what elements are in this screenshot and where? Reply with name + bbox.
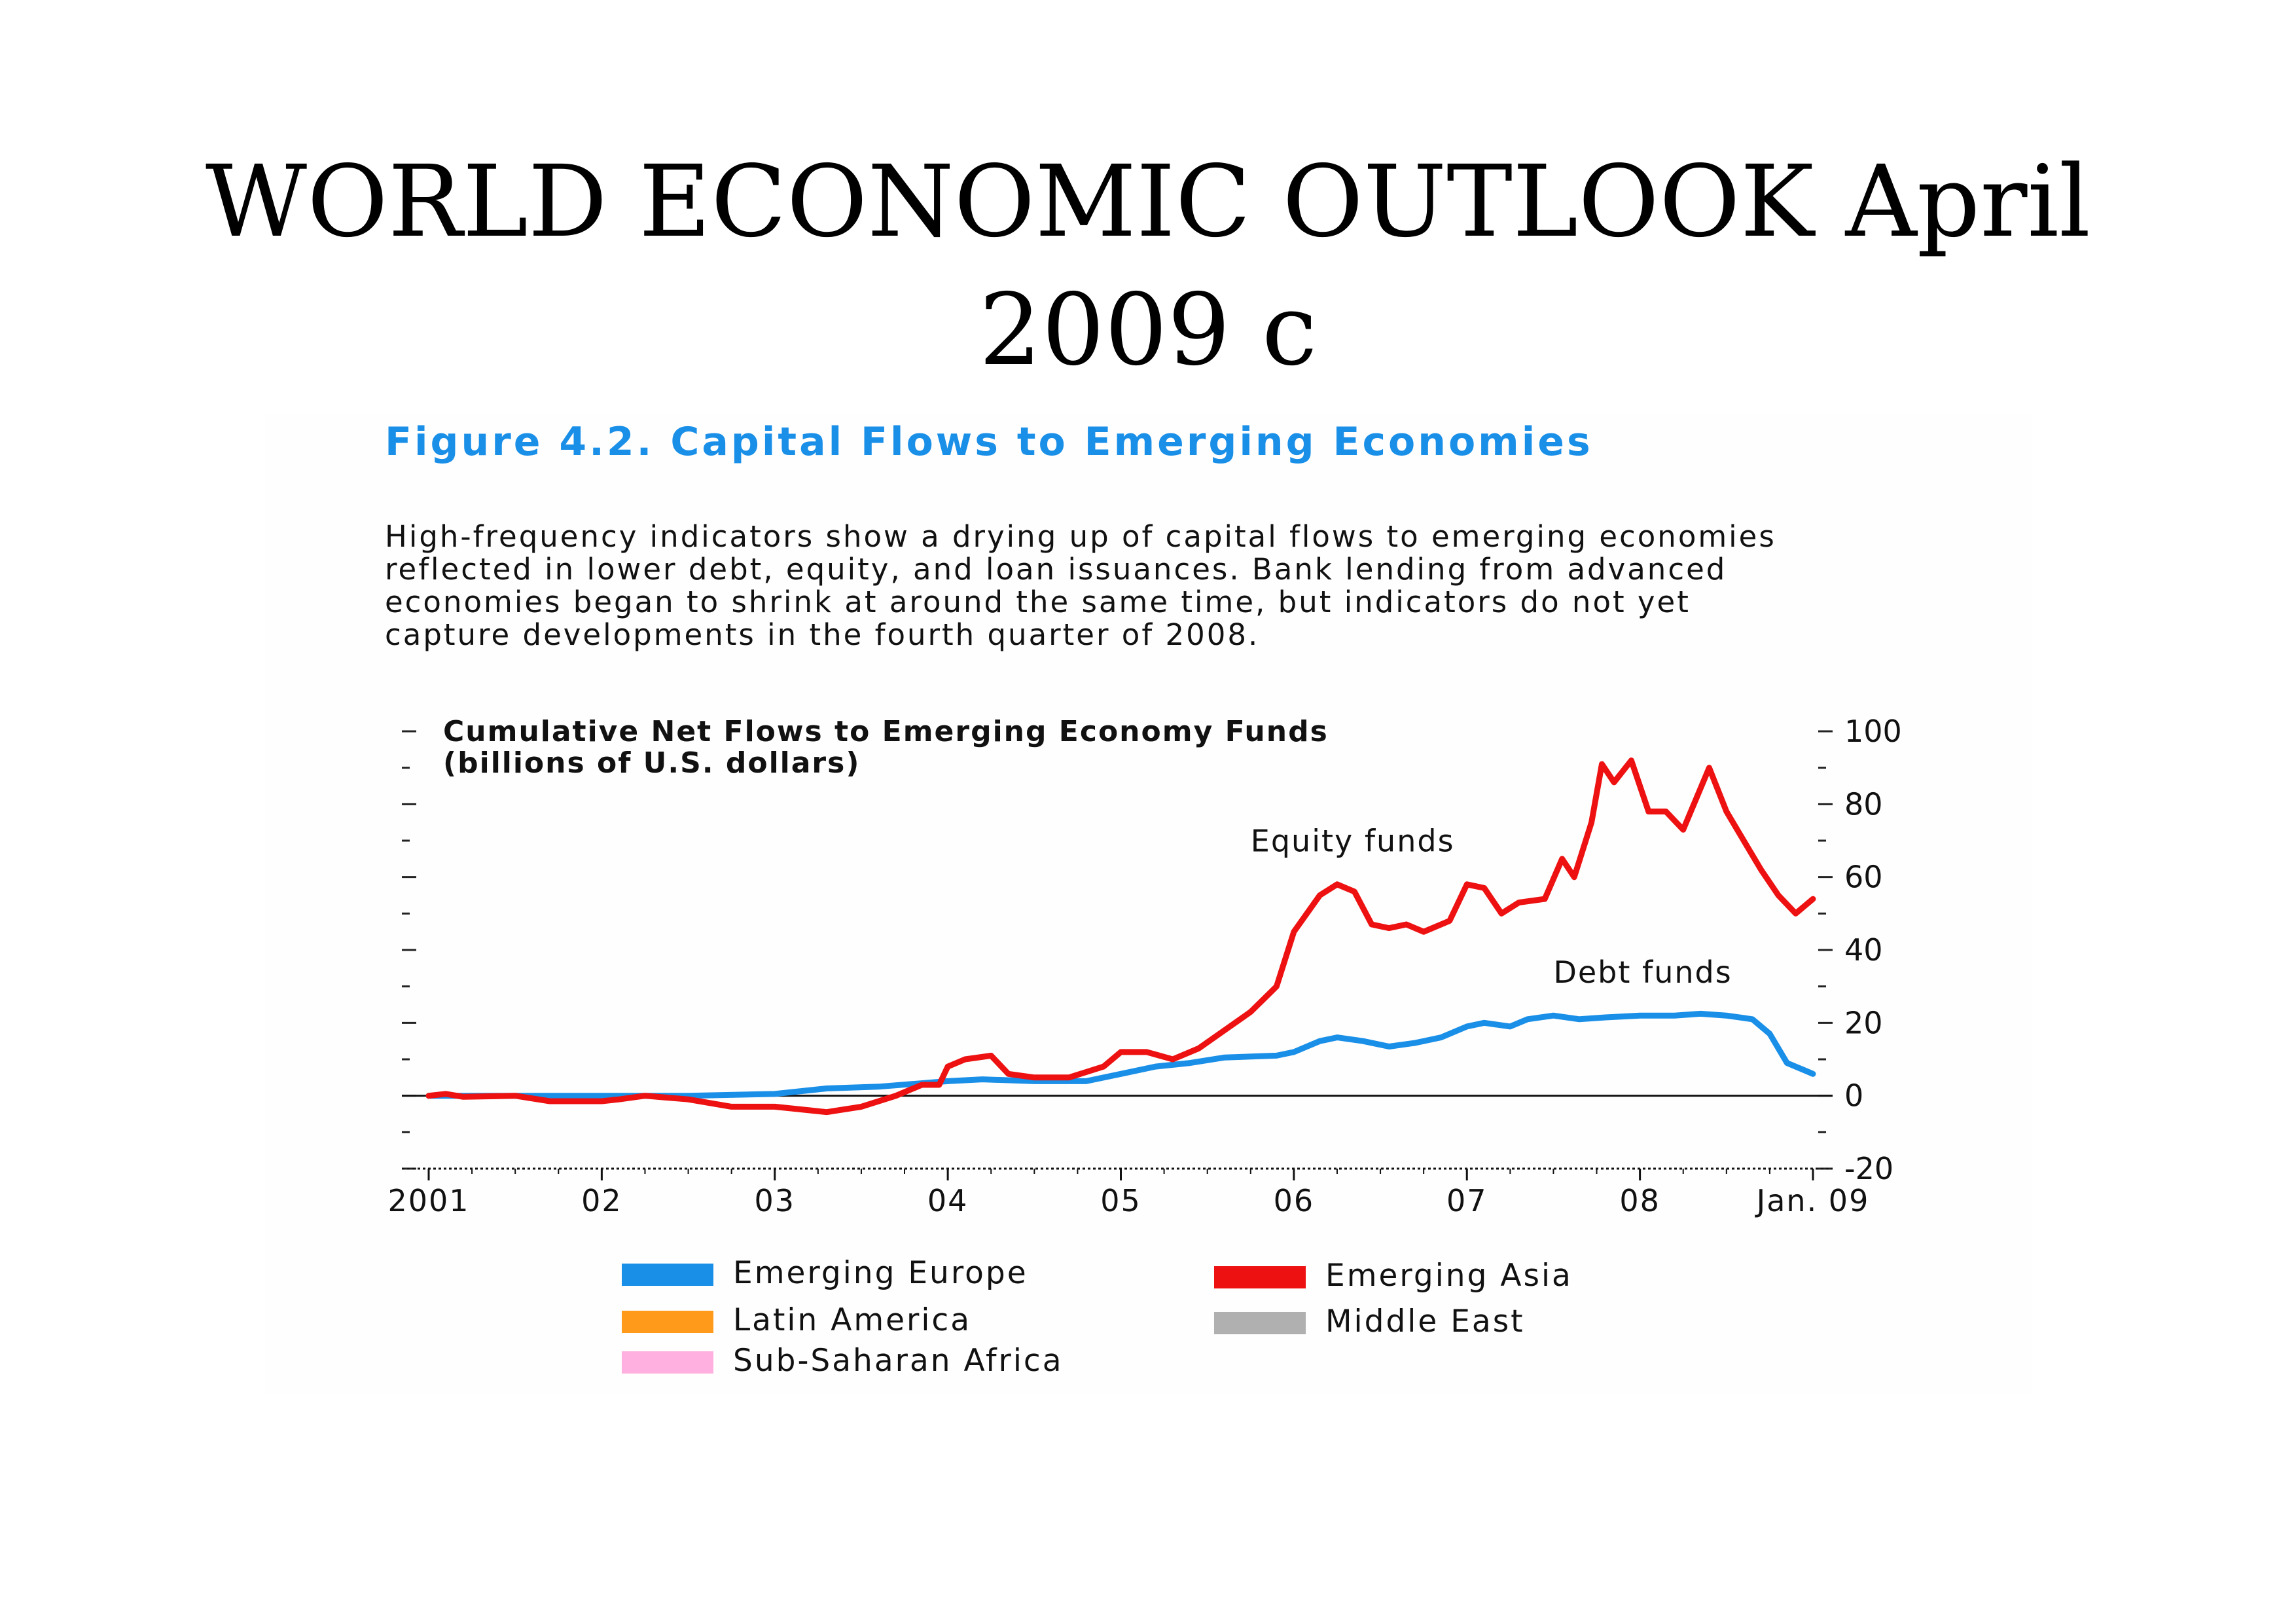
legend-swatch-latin-america [622,1311,713,1333]
y-tick-label: 60 [1844,860,1883,895]
figure-caption: High-frequency indicators show a drying … [385,520,1956,651]
caption-line-2: reflected in lower debt, equity, and loa… [385,552,1727,587]
x-tick-label: 06 [1274,1183,1315,1218]
x-tick-label: 08 [1619,1183,1660,1218]
legend-label-middle-east: Middle East [1325,1304,1525,1340]
legend-label-emerging-europe: Emerging Europe [733,1255,1028,1291]
x-tick-label: Jan. 09 [1755,1183,1870,1218]
x-tick-label: 04 [927,1183,969,1218]
x-tick-label: 02 [581,1183,622,1218]
legend-label-sub-saharan-africa: Sub-Saharan Africa [733,1343,1064,1379]
figure-title: Figure 4.2. Capital Flows to Emerging Ec… [385,419,1593,465]
legend-swatch-sub-saharan-africa [622,1351,713,1374]
x-tick-label: 2001 [387,1183,469,1218]
chart-title: Cumulative Net Flows to Emerging Economy… [443,715,1329,748]
legend-swatch-emerging-europe [622,1264,713,1286]
caption-line-3: economies began to shrink at around the … [385,585,1691,619]
x-tick-label: 07 [1446,1183,1488,1218]
x-tick-label: 05 [1100,1183,1141,1218]
legend-label-emerging-asia: Emerging Asia [1325,1258,1573,1294]
y-tick-label: 40 [1844,932,1883,968]
legend-label-latin-america: Latin America [733,1302,972,1338]
slide-title-line-1: WORLD ECONOMIC OUTLOOK April [205,144,2091,259]
x-tick-label: 03 [754,1183,795,1218]
caption-line-1: High-frequency indicators show a drying … [385,519,1776,554]
slide-title-line-2: 2009 c [978,272,1318,388]
legend-swatch-emerging-asia [1214,1266,1306,1288]
legend-swatch-middle-east [1214,1312,1306,1334]
annotation-debt-funds: Debt funds [1553,955,1732,990]
slide-title: WORLD ECONOMIC OUTLOOK April 2009 c [166,137,2130,394]
y-tick-label: 80 [1844,786,1883,822]
y-tick-label: 100 [1844,714,1902,749]
series-line-debt-funds [425,1010,1816,1099]
chart-subtitle: (billions of U.S. dollars) [443,746,860,780]
figure-panel [265,414,2032,1395]
caption-line-4: capture developments in the fourth quart… [385,617,1260,652]
y-tick-label: 20 [1844,1005,1883,1040]
annotation-equity-funds: Equity funds [1251,824,1455,859]
y-tick-label: -20 [1844,1151,1893,1186]
series-line-equity-funds [425,757,1816,1116]
y-tick-label: 0 [1844,1078,1863,1114]
